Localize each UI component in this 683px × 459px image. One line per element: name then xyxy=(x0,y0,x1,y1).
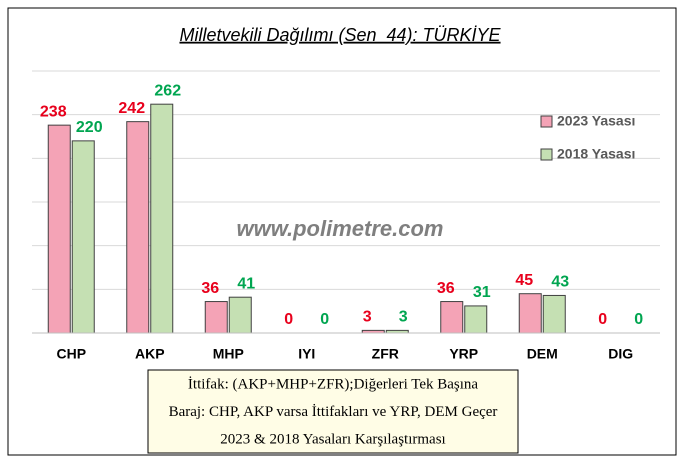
bar xyxy=(126,121,150,334)
bar xyxy=(150,103,174,334)
data-label: 43 xyxy=(551,274,569,291)
data-label: 36 xyxy=(201,280,219,297)
bar xyxy=(47,124,71,334)
data-label: 242 xyxy=(118,100,145,117)
x-tick-label: DIG xyxy=(608,346,633,362)
bar xyxy=(228,296,252,334)
x-tick-label: CHP xyxy=(56,346,86,362)
legend-label: 2023 Yasası xyxy=(557,113,635,129)
x-tick-label: AKP xyxy=(135,346,165,362)
data-label: 45 xyxy=(515,272,533,289)
bar xyxy=(518,293,542,334)
data-label: 31 xyxy=(473,284,491,301)
legend-swatch xyxy=(540,148,553,161)
note-line: İttifak: (AKP+MHP+ZFR);Diğerleri Tek Baş… xyxy=(188,376,478,392)
note-box xyxy=(147,369,519,454)
data-label: 0 xyxy=(634,311,643,328)
bar xyxy=(204,301,228,334)
x-tick-label: YRP xyxy=(449,346,478,362)
chart-title: Milletvekili Dağılımı (Sen_44): TÜRKİYE xyxy=(179,25,501,45)
data-label: 3 xyxy=(363,309,372,326)
note-line: 2023 & 2018 Yasaları Karşılaştırması xyxy=(220,431,445,447)
data-label: 262 xyxy=(154,82,181,99)
legend-swatch xyxy=(540,115,553,128)
data-label: 36 xyxy=(437,280,455,297)
data-label: 3 xyxy=(399,309,408,326)
x-tick-label: IYI xyxy=(298,346,315,362)
watermark: www.polimetre.com xyxy=(236,216,443,241)
data-label: 41 xyxy=(237,275,255,292)
data-label: 0 xyxy=(598,311,607,328)
bar xyxy=(464,305,488,334)
x-tick-label: DEM xyxy=(527,346,558,362)
data-label: 0 xyxy=(284,311,293,328)
data-label: 238 xyxy=(40,103,67,120)
bar xyxy=(440,301,464,334)
bar xyxy=(71,140,95,334)
note-line: Baraj: CHP, AKP varsa İttifakları ve YRP… xyxy=(169,404,498,420)
x-tick-label: MHP xyxy=(213,346,244,362)
bar xyxy=(542,294,566,334)
data-label: 0 xyxy=(320,311,329,328)
data-label: 220 xyxy=(76,119,103,136)
legend-label: 2018 Yasası xyxy=(557,146,635,162)
x-tick-label: ZFR xyxy=(372,346,399,362)
